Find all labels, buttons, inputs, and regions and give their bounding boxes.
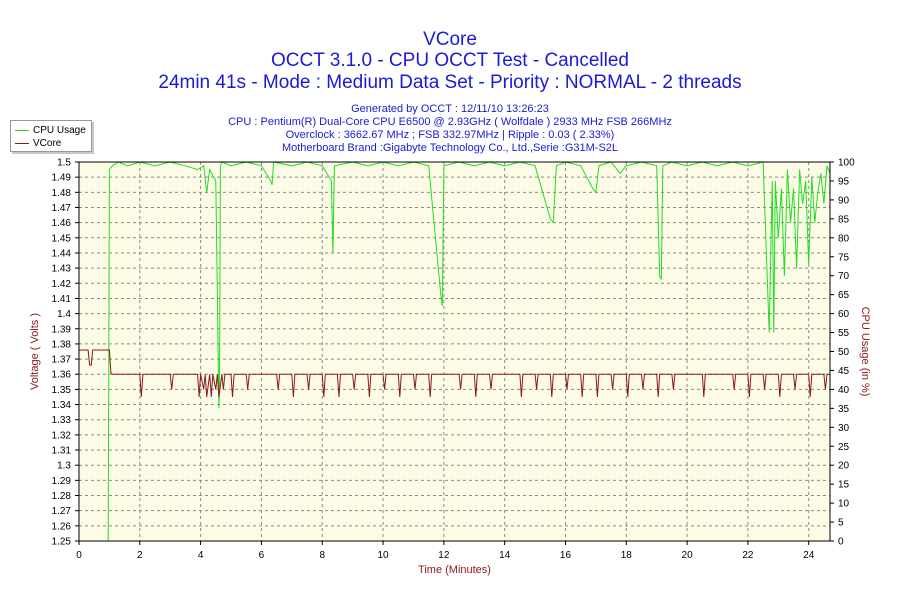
left-y-tick-label: 1.49	[52, 173, 72, 184]
left-y-tick-label: 1.45	[52, 233, 72, 244]
right-y-tick-label: 45	[838, 366, 850, 377]
x-tick-label: 10	[377, 550, 389, 561]
left-y-tick-label: 1.32	[52, 430, 72, 441]
info-cpu: CPU : Pentium(R) Dual-Core CPU E6500 @ 2…	[228, 116, 672, 128]
left-y-tick-label: 1.46	[52, 218, 72, 229]
info-generated: Generated by OCCT : 12/11/10 13:26:23	[351, 103, 549, 115]
x-tick-label: 22	[742, 550, 754, 561]
left-y-tick-label: 1.4	[57, 309, 71, 320]
left-y-tick-label: 1.41	[52, 294, 72, 305]
x-tick-label: 12	[438, 550, 450, 561]
legend: CPU Usage VCore	[10, 120, 92, 152]
right-y-tick-label: 20	[838, 461, 850, 472]
right-y-tick-label: 30	[838, 423, 850, 434]
x-tick-label: 24	[803, 550, 815, 561]
x-tick-label: 4	[198, 550, 204, 561]
legend-label-cpu-usage: CPU Usage	[33, 124, 86, 136]
right-y-tick-label: 60	[838, 309, 850, 320]
right-y-tick-label: 35	[838, 404, 850, 415]
left-y-tick-label: 1.44	[52, 248, 72, 259]
legend-swatch-cpu-usage	[15, 129, 29, 131]
left-y-tick-label: 1.26	[52, 521, 72, 532]
legend-item-cpu-usage: CPU Usage	[15, 124, 86, 136]
x-tick-label: 2	[137, 550, 143, 561]
right-y-tick-label: 80	[838, 233, 850, 244]
x-tick-label: 18	[621, 550, 633, 561]
right-y-tick-label: 70	[838, 271, 850, 282]
left-y-tick-label: 1.47	[52, 203, 72, 214]
series-line-cpu-usage	[107, 161, 831, 542]
info-motherboard: Motherboard Brand :Gigabyte Technology C…	[281, 142, 619, 154]
plot-area	[79, 162, 830, 541]
left-y-tick-label: 1.36	[52, 370, 72, 381]
left-y-tick-label: 1.39	[52, 324, 72, 335]
legend-item-vcore: VCore	[15, 137, 61, 149]
left-y-tick-label: 1.37	[52, 355, 72, 366]
left-y-tick-label: 1.31	[52, 446, 72, 457]
right-y-tick-label: 15	[838, 480, 850, 491]
test-mode-line: 24min 41s - Mode : Medium Data Set - Pri…	[158, 72, 742, 93]
right-y-tick-label: 50	[838, 347, 850, 358]
x-axis-label: Time (Minutes)	[418, 564, 491, 576]
left-y-tick-label: 1.28	[52, 491, 72, 502]
left-y-tick-label: 1.35	[52, 385, 72, 396]
left-y-tick-label: 1.34	[52, 400, 72, 411]
series-line-vcore	[79, 349, 830, 398]
x-tick-label: 6	[259, 550, 265, 561]
left-y-tick-label: 1.5	[57, 158, 71, 169]
right-y-tick-label: 65	[838, 290, 850, 301]
left-y-tick-label: 1.33	[52, 415, 72, 426]
right-y-tick-label: 40	[838, 385, 850, 396]
legend-swatch-vcore	[15, 142, 29, 144]
left-y-tick-label: 1.25	[52, 537, 72, 548]
right-y-tick-label: 100	[838, 158, 855, 169]
left-y-tick-label: 1.42	[52, 279, 72, 290]
info-overclock: Overclock : 3662.67 MHz ; FSB 332.97MHz …	[285, 129, 615, 141]
right-y-axis-label: CPU Usage (in %)	[859, 307, 871, 397]
right-y-tick-label: 85	[838, 214, 850, 225]
axes: 1.25 1.26 1.27 1.28 1.29 1.3 1.31 1.32 1.33 1.34 1…	[52, 158, 856, 562]
right-y-tick-label: 5	[838, 518, 844, 529]
right-y-tick-label: 25	[838, 442, 850, 453]
right-y-tick-label: 0	[838, 537, 844, 548]
chart-subtitle: OCCT 3.1.0 - CPU OCCT Test - Cancelled	[271, 50, 629, 71]
left-y-tick-label: 1.3	[57, 461, 71, 472]
series-layer	[79, 161, 831, 542]
left-y-tick-label: 1.29	[52, 476, 72, 487]
x-tick-label: 20	[682, 550, 694, 561]
left-y-tick-label: 1.27	[52, 506, 72, 517]
x-tick-label: 8	[319, 550, 325, 561]
right-y-tick-label: 55	[838, 328, 850, 339]
right-y-tick-label: 90	[838, 195, 850, 206]
right-y-tick-label: 10	[838, 499, 850, 510]
x-tick-label: 0	[76, 550, 82, 561]
x-tick-label: 16	[560, 550, 572, 561]
right-y-tick-label: 95	[838, 176, 850, 187]
left-y-axis-label: Voltage ( Volts )	[29, 313, 41, 390]
x-tick-label: 14	[499, 550, 511, 561]
left-y-tick-label: 1.43	[52, 264, 72, 275]
left-y-tick-label: 1.38	[52, 339, 72, 350]
legend-label-vcore: VCore	[33, 137, 62, 149]
left-y-tick-label: 1.48	[52, 188, 72, 199]
grid-lines	[79, 162, 830, 541]
right-y-tick-label: 75	[838, 252, 850, 263]
chart-title: VCore	[423, 29, 477, 50]
